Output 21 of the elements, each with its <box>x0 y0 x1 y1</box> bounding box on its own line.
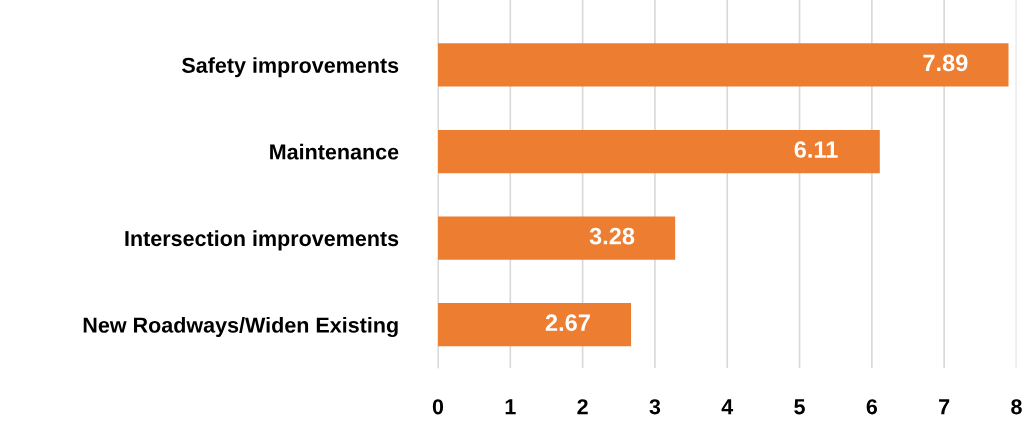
y-tick-label: Safety improvements <box>181 57 399 78</box>
x-tick-label: 4 <box>721 399 734 415</box>
data-label: 2.67 <box>545 314 590 332</box>
x-tick-label: 8 <box>1011 399 1022 415</box>
y-tick-label: New Roadways/Widen Existing <box>83 316 398 338</box>
y-tick-label: Maintenance <box>270 143 399 160</box>
x-tick-label: 7 <box>939 399 950 415</box>
x-tick-label: 1 <box>505 399 516 415</box>
bar <box>437 43 1009 87</box>
x-tick-label: 6 <box>866 399 878 415</box>
data-label: 7.89 <box>923 54 968 72</box>
bar <box>437 216 676 260</box>
bar <box>437 303 632 347</box>
x-tick-label: 3 <box>649 399 661 415</box>
x-tick-label: 0 <box>432 399 444 415</box>
y-tick-label: Intersection improvements <box>125 230 399 251</box>
data-label: 3.28 <box>589 227 635 245</box>
bar <box>437 129 880 174</box>
x-tick-label: 5 <box>794 399 805 415</box>
x-tick-label: 2 <box>577 399 588 415</box>
data-label: 6.11 <box>794 141 838 158</box>
